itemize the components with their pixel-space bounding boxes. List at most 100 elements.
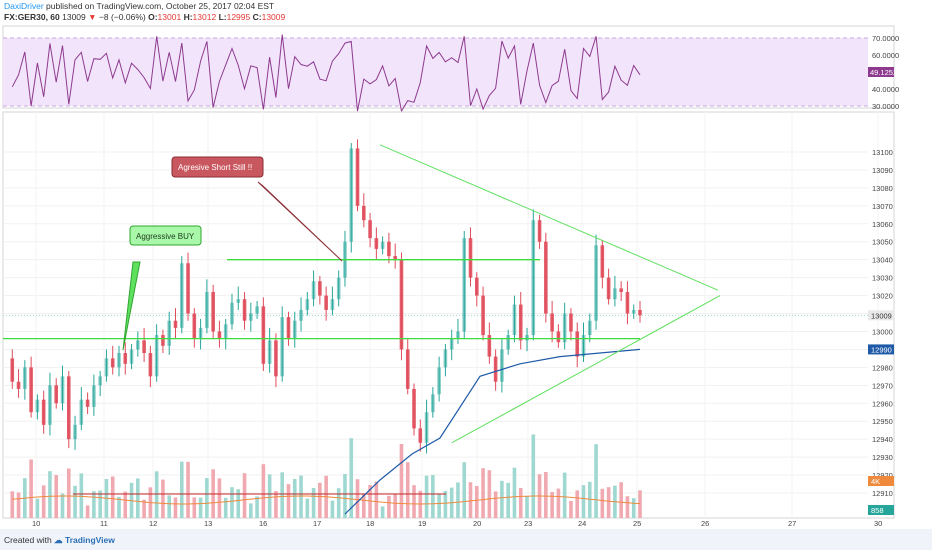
vol-ma-axis-label: 4K bbox=[871, 477, 880, 486]
volume-bar bbox=[481, 468, 485, 518]
candle-body bbox=[29, 367, 33, 413]
volume-bar bbox=[136, 478, 140, 518]
tradingview-brand[interactable]: TradingView bbox=[64, 535, 115, 545]
grid bbox=[3, 112, 879, 518]
short-callout-label: Agresive Short Still !! bbox=[178, 163, 252, 172]
candle-body bbox=[625, 291, 630, 314]
time-tick-label: 16 bbox=[259, 519, 267, 528]
volume-bar bbox=[506, 482, 510, 518]
time-tick-label: 30 bbox=[874, 519, 882, 528]
volume-bar bbox=[73, 485, 77, 518]
volume-bar bbox=[544, 472, 548, 518]
volume-bar bbox=[16, 492, 21, 518]
candle-body bbox=[286, 317, 291, 339]
high-value: 13012 bbox=[192, 12, 217, 22]
candle-body bbox=[613, 288, 617, 300]
time-tick-label: 26 bbox=[701, 519, 709, 528]
price-tick-label: 13050 bbox=[872, 238, 893, 247]
volume-bar bbox=[236, 489, 241, 518]
down-arrow-icon: ▼ bbox=[88, 12, 97, 22]
time-tick-label: 11 bbox=[100, 519, 108, 528]
volume-bar bbox=[48, 471, 52, 518]
volume-bar bbox=[217, 478, 222, 518]
change-value: −8 (−0.06%) bbox=[98, 12, 146, 22]
volume-bar bbox=[29, 459, 33, 518]
volume-bar bbox=[280, 472, 284, 518]
volume-bar bbox=[412, 485, 416, 518]
publish-line: DaxiDriver published on TradingView.com,… bbox=[4, 1, 274, 12]
candle-body bbox=[318, 281, 322, 296]
candle-body bbox=[117, 353, 121, 368]
last-price: 13009 bbox=[62, 12, 86, 22]
candle-body bbox=[512, 304, 517, 336]
candle-body bbox=[299, 309, 303, 321]
candle-body bbox=[493, 356, 498, 382]
candle-body bbox=[537, 220, 542, 242]
time-tick-label: 24 bbox=[578, 519, 586, 528]
volume-bar bbox=[179, 461, 184, 518]
candle-body bbox=[261, 306, 266, 364]
moving-average-line bbox=[344, 348, 641, 515]
volume-bar bbox=[556, 488, 561, 518]
tradingview-logo-icon[interactable]: ☁ bbox=[54, 535, 63, 545]
rsi-last-label: 49.1252 bbox=[870, 68, 897, 77]
volume-bar bbox=[192, 497, 197, 518]
chart-canvas[interactable]: 70.0000 60.0000 40.0000 30.0000 49.1252 Agr… bbox=[0, 24, 932, 529]
low-value: 12995 bbox=[226, 12, 251, 22]
candle-body bbox=[305, 299, 310, 310]
candle-body bbox=[35, 399, 40, 413]
author-link[interactable]: DaxiDriver bbox=[4, 1, 44, 11]
volume-bar bbox=[631, 498, 636, 518]
volume-bar bbox=[92, 491, 96, 518]
candle-body bbox=[418, 428, 423, 443]
triangle-upper-line bbox=[379, 144, 719, 291]
price-tick-label: 12910 bbox=[872, 489, 893, 498]
open-label: O: bbox=[148, 12, 158, 22]
candle-body bbox=[525, 335, 529, 341]
rsi-tick-label: 70.0000 bbox=[872, 34, 899, 43]
candle-body bbox=[48, 385, 52, 425]
rsi-last-badge: 49.1252 bbox=[868, 67, 897, 77]
candle-body bbox=[393, 256, 397, 260]
candle-body bbox=[355, 148, 360, 206]
rsi-line bbox=[11, 34, 641, 113]
volume-bar bbox=[223, 497, 228, 518]
volume-bar bbox=[292, 479, 297, 518]
candle-body bbox=[79, 399, 84, 425]
candle-body bbox=[631, 309, 636, 314]
last-price-badge: 13009 bbox=[868, 310, 894, 321]
candle-body bbox=[85, 399, 90, 407]
candle-body bbox=[179, 263, 184, 328]
volume-bar bbox=[41, 485, 46, 518]
candle-body bbox=[368, 220, 372, 239]
volume-bar bbox=[638, 490, 642, 518]
candle-body bbox=[255, 306, 259, 314]
volume-bar bbox=[393, 494, 397, 518]
candle-body bbox=[16, 381, 21, 389]
candle-body bbox=[468, 238, 473, 278]
volume-bar bbox=[186, 461, 190, 518]
candle-body bbox=[280, 317, 284, 377]
candle-body bbox=[123, 353, 128, 364]
candle-body bbox=[267, 340, 272, 364]
candle-body bbox=[154, 335, 159, 377]
volume-bar bbox=[343, 474, 347, 518]
volume-bar bbox=[550, 492, 554, 518]
candle-body bbox=[387, 241, 391, 257]
candle-body bbox=[274, 340, 278, 377]
volume-bar bbox=[98, 490, 102, 518]
publish-info: published on TradingView.com, October 25… bbox=[46, 1, 275, 11]
volume-bar bbox=[66, 468, 71, 518]
drawings[interactable]: Agresive Short Still !! Aggressive BUY bbox=[3, 144, 721, 444]
time-tick-label: 10 bbox=[32, 519, 40, 528]
candle-body bbox=[186, 263, 190, 314]
candle-body bbox=[336, 277, 341, 300]
volume-bar bbox=[311, 488, 316, 518]
volume-bar bbox=[443, 491, 448, 518]
volume-bar bbox=[123, 491, 128, 518]
volume-bar bbox=[249, 503, 253, 518]
candle-body bbox=[110, 358, 115, 368]
rsi-tick-label: 60.0000 bbox=[872, 51, 899, 60]
time-tick-label: 20 bbox=[473, 519, 481, 528]
candle-body bbox=[474, 277, 479, 296]
